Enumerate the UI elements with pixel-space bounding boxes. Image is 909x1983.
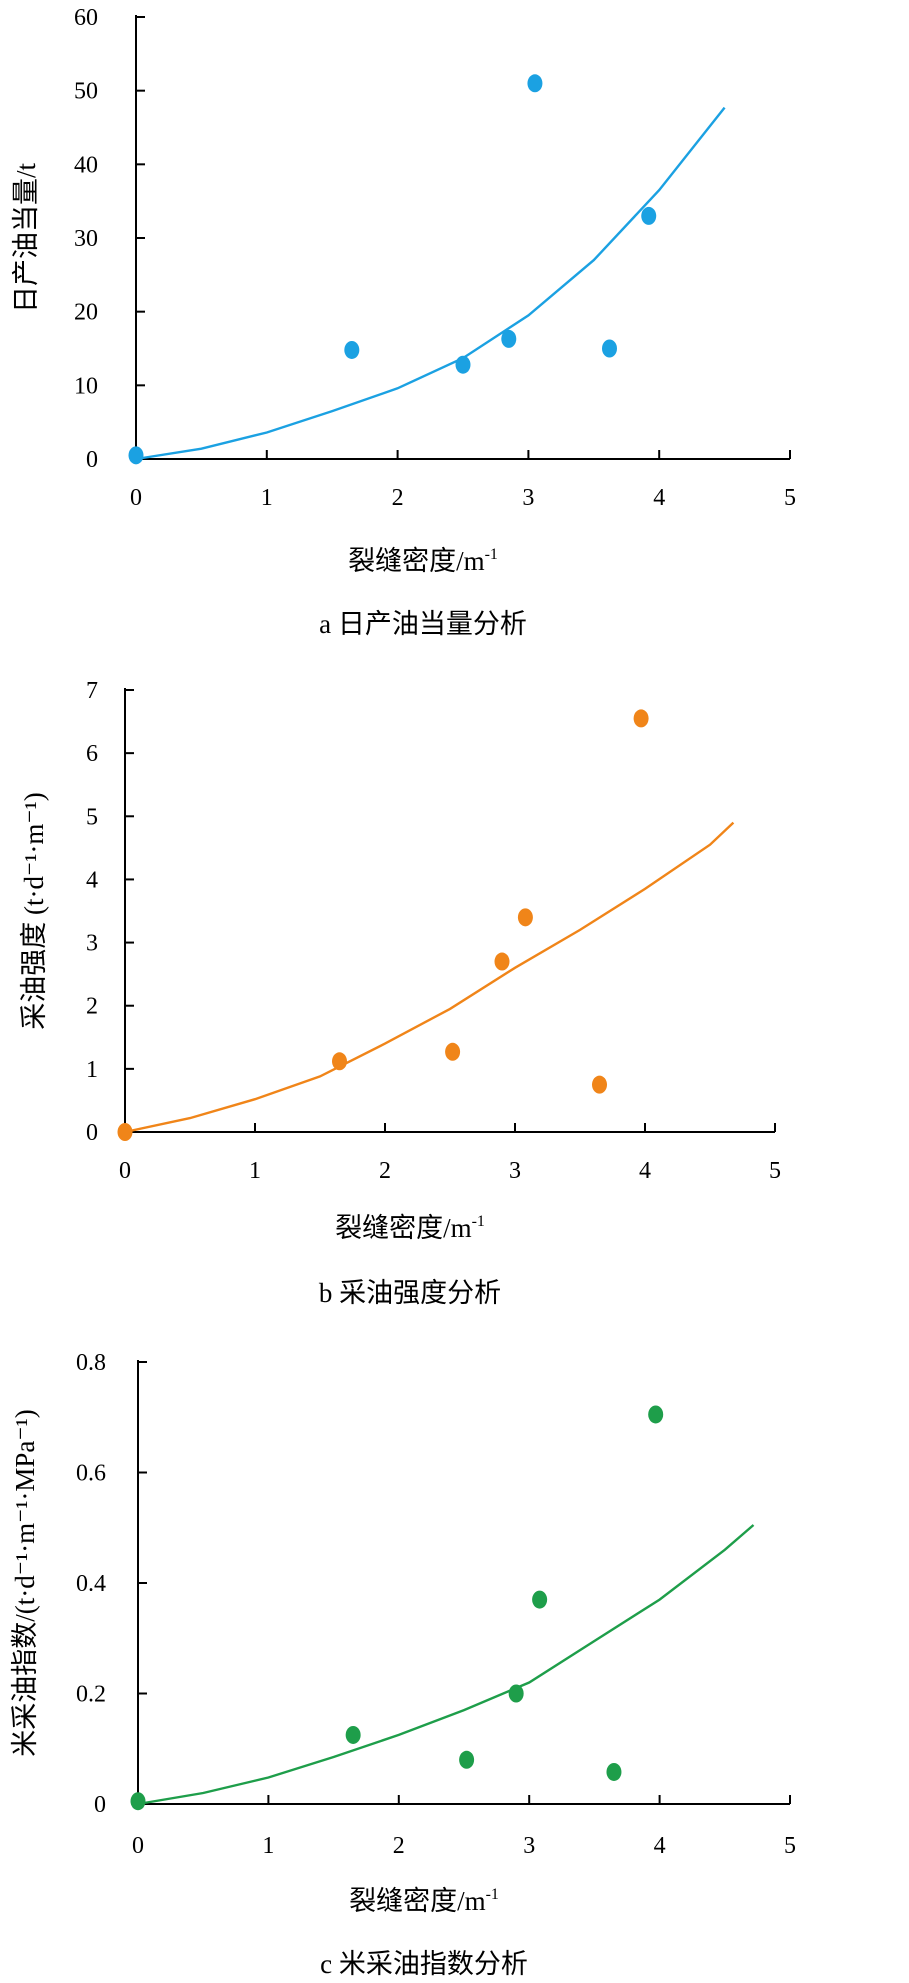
data-point xyxy=(648,1405,664,1424)
data-point xyxy=(633,709,649,728)
y-tick-label: 20 xyxy=(74,300,98,326)
x-tick-label: 1 xyxy=(249,1158,261,1184)
data-point xyxy=(601,339,617,358)
panel-caption: a 日产油当量分析 xyxy=(319,609,527,639)
chart-panel-b: 0 1 2 3 4 5 6 7 0 1 2 3 4 5 裂缝密度/m-1 采油强度 (t·d⁻¹·m⁻¹) b … xyxy=(19,678,781,1308)
data-point xyxy=(345,1725,361,1744)
trendline xyxy=(135,106,726,461)
x-axis-label: 裂缝密度/m-1 xyxy=(348,546,498,576)
data-point xyxy=(606,1762,622,1781)
y-tick-label: 0.8 xyxy=(76,1350,106,1376)
data-point xyxy=(592,1075,607,1094)
trendline xyxy=(124,821,735,1134)
x-tick-label: 2 xyxy=(393,1833,405,1859)
y-tick-label: 0 xyxy=(86,447,98,473)
data-point xyxy=(527,74,543,93)
x-tick-label: 4 xyxy=(639,1158,651,1184)
y-tick-label: 50 xyxy=(74,79,98,105)
data-point xyxy=(494,952,510,971)
y-tick-label: 40 xyxy=(74,152,98,178)
x-tick-label: 3 xyxy=(522,485,534,511)
x-tick-label: 5 xyxy=(769,1158,781,1184)
y-tick-label: 30 xyxy=(74,226,98,252)
x-tick-label: 4 xyxy=(654,1833,666,1859)
y-axis-label: 米采油指数/(t·d⁻¹·m⁻¹·MPa⁻¹) xyxy=(10,1409,40,1757)
y-tick-label: 10 xyxy=(74,373,98,399)
trendline xyxy=(137,1524,755,1806)
data-point xyxy=(332,1052,347,1071)
data-point xyxy=(517,908,533,927)
data-point xyxy=(130,1792,146,1811)
data-point xyxy=(508,1684,524,1703)
data-point xyxy=(455,355,471,374)
x-tick-label: 2 xyxy=(379,1158,391,1184)
x-tick-label: 0 xyxy=(130,485,142,511)
y-tick-label: 0 xyxy=(94,1792,106,1818)
y-axis-label: 日产油当量/t xyxy=(11,163,41,314)
x-tick-label: 1 xyxy=(262,1833,274,1859)
x-tick-label: 3 xyxy=(509,1158,521,1184)
y-tick-label: 0 xyxy=(86,1120,98,1146)
y-tick-label: 0.6 xyxy=(76,1461,106,1487)
y-tick-label: 5 xyxy=(86,804,98,830)
y-tick-label: 7 xyxy=(86,678,98,704)
data-point xyxy=(459,1750,475,1769)
y-tick-label: 0.2 xyxy=(76,1682,106,1708)
y-tick-label: 6 xyxy=(86,741,98,767)
y-tick-label: 3 xyxy=(86,931,98,957)
panel-caption: c 米采油指数分析 xyxy=(320,1949,528,1979)
data-point xyxy=(445,1042,461,1061)
x-tick-label: 1 xyxy=(261,485,273,511)
y-tick-label: 2 xyxy=(86,994,98,1020)
x-axis-label: 裂缝密度/m-1 xyxy=(349,1886,499,1916)
y-tick-label: 0.4 xyxy=(76,1571,106,1597)
chart-panel-a: 0 10 20 30 40 50 60 0 1 2 3 4 5 裂缝密度/m-1 日产油当量/t a 日产油当… xyxy=(11,5,796,639)
x-tick-label: 3 xyxy=(523,1833,535,1859)
x-tick-label: 0 xyxy=(132,1833,144,1859)
x-tick-label: 5 xyxy=(784,1833,796,1859)
data-point xyxy=(344,340,360,359)
y-tick-label: 1 xyxy=(86,1057,98,1083)
panel-caption: b 采油强度分析 xyxy=(319,1278,501,1308)
y-tick-label: 60 xyxy=(74,5,98,31)
y-axis-label: 采油强度 (t·d⁻¹·m⁻¹) xyxy=(19,792,49,1029)
x-tick-label: 4 xyxy=(653,485,665,511)
data-point xyxy=(532,1590,548,1609)
x-tick-label: 2 xyxy=(392,485,404,511)
data-point xyxy=(117,1123,133,1141)
x-tick-label: 0 xyxy=(119,1158,131,1184)
x-tick-label: 5 xyxy=(784,485,796,511)
data-point xyxy=(641,206,657,225)
chart-panel-c: 0 0.2 0.4 0.6 0.8 0 1 2 3 4 5 裂缝密度/m-1 米采油指数/(t·d⁻¹·… xyxy=(10,1350,796,1979)
x-axis-label: 裂缝密度/m-1 xyxy=(335,1213,485,1243)
data-point xyxy=(128,446,144,465)
y-tick-label: 4 xyxy=(86,867,98,893)
data-point xyxy=(501,329,517,348)
